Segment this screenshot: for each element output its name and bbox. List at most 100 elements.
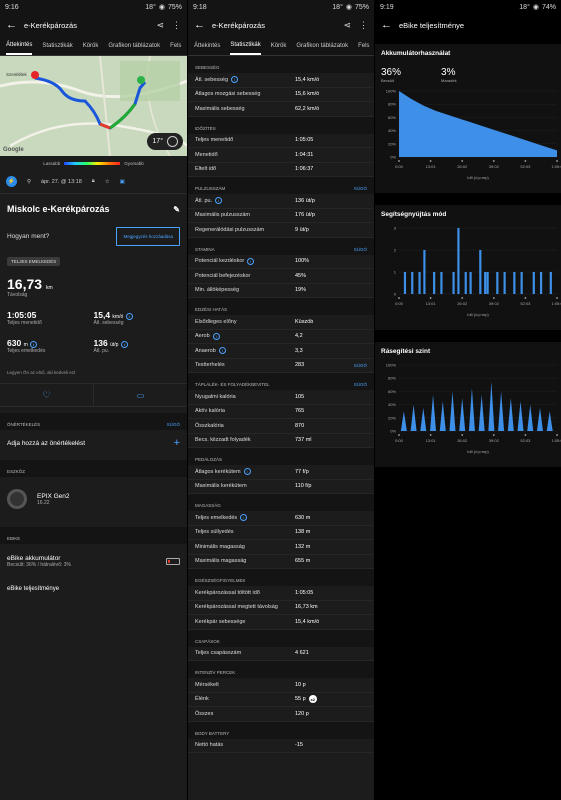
tab-charts[interactable]: Grafikon táblázatok	[296, 42, 349, 49]
info-icon[interactable]: i	[212, 332, 220, 340]
ebike-battery-row[interactable]: eBike akkumulátor Becsült: 36% / hátralév…	[0, 544, 187, 578]
stat-unit: m	[23, 342, 28, 348]
x-tick-dot	[556, 160, 558, 162]
status-weather: 18°	[519, 3, 530, 11]
info-icon[interactable]: i	[218, 347, 226, 355]
add-note-button[interactable]: Megjegyzés hozzáadása	[116, 226, 180, 246]
image-icon[interactable]: ▣	[119, 178, 125, 185]
info-icon[interactable]: i	[243, 468, 251, 476]
section-help-link[interactable]: SÚGÓ	[353, 186, 367, 191]
tab-laps[interactable]: Körök	[82, 42, 99, 49]
back-arrow-icon[interactable]: ←	[194, 19, 205, 31]
tab-laps[interactable]: Körök	[270, 42, 287, 49]
x-tick-label: 39:02	[489, 301, 500, 306]
add-icon[interactable]: +	[173, 437, 180, 449]
stat-row-label: Maximális magasság	[195, 558, 247, 565]
more-options-icon[interactable]: ⋮	[359, 19, 368, 30]
more-options-icon[interactable]: ⋮	[172, 19, 181, 30]
legend-low: Lassabb	[43, 160, 61, 166]
overview-panel: 9:16 18° ◉ 75% ← e-Kerékpározás ⋖ ⋮ Átteki…	[0, 0, 187, 800]
stat-row-label: Potenciál kezdéskor	[195, 258, 245, 265]
share-icon[interactable]: ⋖	[156, 19, 164, 30]
lock-icon[interactable]: 🔒︎	[91, 178, 95, 184]
like-icon[interactable]: ♡	[42, 389, 51, 400]
stat-value: 136	[93, 338, 108, 348]
tab-stats[interactable]: Statisztikák	[230, 37, 261, 55]
stat-row-label: Eltelt idő	[195, 166, 217, 173]
x-tick-label: 39:02	[489, 164, 500, 169]
stat-row-label: Aktív kalória	[195, 408, 225, 415]
tab-overview[interactable]: Áttekintés	[194, 42, 221, 49]
stat-row-value-wrap: 19%	[295, 287, 306, 293]
stat-row-label-wrap: Maximális kerékütem	[195, 483, 295, 489]
info-icon[interactable]: i	[231, 76, 239, 84]
watch-icon	[7, 489, 27, 509]
info-icon[interactable]: i	[247, 257, 255, 265]
stat-row: Eltelt idő 1:06:37	[188, 163, 374, 177]
stat-row: Nettó hatás -15	[188, 739, 374, 753]
distance-unit: km	[45, 285, 53, 291]
stat-row: Átlagos mozgási sebesség 15,6 km/ó	[188, 88, 374, 102]
y-tick-label: 0	[394, 292, 397, 297]
edit-icon[interactable]: ✎	[173, 204, 180, 214]
ebike-performance-link[interactable]: eBike teljesítménye	[7, 586, 60, 592]
stat-row-label-wrap: Potenciál kezdéskor i	[195, 257, 295, 265]
tab-stats[interactable]: Statisztikák	[42, 42, 73, 49]
stat-row-label-wrap: Aerob i	[195, 332, 295, 340]
stat-row-label-wrap: Mérsékelt	[195, 682, 295, 688]
stat-row-value: 870	[295, 422, 305, 429]
stat-row-label-wrap: Maximális pulzusszám	[195, 212, 295, 218]
section-header: TÁPLÁLÉK- ÉS FOLYADÉKBEVITEL SÚGÓ	[188, 373, 374, 390]
section-header: PEDÁLOZÁS	[188, 448, 374, 465]
row-help-link[interactable]: SÚGÓ	[353, 362, 367, 368]
info-icon[interactable]: i	[125, 313, 133, 320]
route-map[interactable]: Szentlélek Google 17°	[0, 56, 187, 156]
y-tick-label: 1	[394, 270, 397, 275]
section-help-link[interactable]: SÚGÓ	[353, 382, 367, 387]
info-icon[interactable]: i	[120, 341, 128, 348]
section-help-link[interactable]: SÚGÓ	[353, 246, 367, 252]
stat-row-value: 765	[295, 408, 305, 415]
rating-row[interactable]: Adja hozzá az önértékelést +	[0, 430, 187, 456]
section-title: MAGASSÁG	[195, 503, 221, 508]
stat-row-label: Átl. sebesség	[195, 76, 229, 83]
assist-bar	[513, 272, 516, 294]
tab-more[interactable]: Fels	[358, 42, 370, 49]
stat-row-value: 9 üt/p	[295, 226, 309, 233]
distance-block: 16,73 km Távolság	[0, 268, 187, 300]
stat-row-label: Aerob	[195, 333, 210, 340]
y-tick-label: 60%	[388, 115, 396, 120]
back-arrow-icon[interactable]: ←	[6, 19, 17, 31]
stat-row-value: 1:05:05	[295, 137, 314, 144]
star-icon[interactable]: ☆	[104, 178, 110, 185]
stat-row-label-wrap: Átl. pu. i	[195, 197, 295, 205]
activity-date: ápr. 27. @ 13:18	[41, 178, 82, 185]
stat-row-value: 100%	[295, 258, 310, 265]
tab-more[interactable]: Fels	[170, 42, 182, 49]
x-tick-label: 26:02	[457, 164, 468, 169]
share-icon[interactable]: ⋖	[343, 19, 351, 30]
y-tick-label: 100%	[386, 363, 397, 368]
info-icon[interactable]: i	[30, 341, 38, 348]
back-arrow-icon[interactable]: ←	[381, 19, 392, 31]
stat-row-value-wrap: 120 p	[295, 711, 309, 717]
assist-bar	[464, 272, 467, 294]
info-icon[interactable]: i	[240, 514, 248, 522]
device-row[interactable]: EPIX Gen2 16.22	[0, 477, 187, 521]
stat-row: Kerékpározással megtett távolság 16,73 km	[188, 601, 374, 615]
stat-row-label-wrap: Eltelt idő	[195, 166, 295, 172]
stat-row: Elsődleges előny Küszöb	[188, 315, 374, 330]
tab-overview[interactable]: Áttekintés	[6, 37, 33, 55]
stat-row: Potenciál befejezéskor 45%	[188, 269, 374, 284]
chart-title: Segítségnyújtás mód	[381, 211, 447, 218]
x-tick-dot	[461, 434, 464, 436]
comment-icon[interactable]: ▭	[93, 384, 187, 406]
tab-charts[interactable]: Grafikon táblázatok	[108, 42, 161, 49]
activity-name-row: Miskolc e-Kerékpározás ✎	[0, 196, 187, 222]
info-icon[interactable]: i	[215, 197, 223, 205]
stat-row-label: Maximális pulzusszám	[195, 212, 251, 219]
stat-row-value-wrap: 4 621	[295, 650, 309, 656]
stat-row: Összkalória 870	[188, 419, 374, 434]
rating-help-link[interactable]: SÚGÓ	[166, 422, 180, 427]
status-time: 9:18	[193, 3, 207, 11]
